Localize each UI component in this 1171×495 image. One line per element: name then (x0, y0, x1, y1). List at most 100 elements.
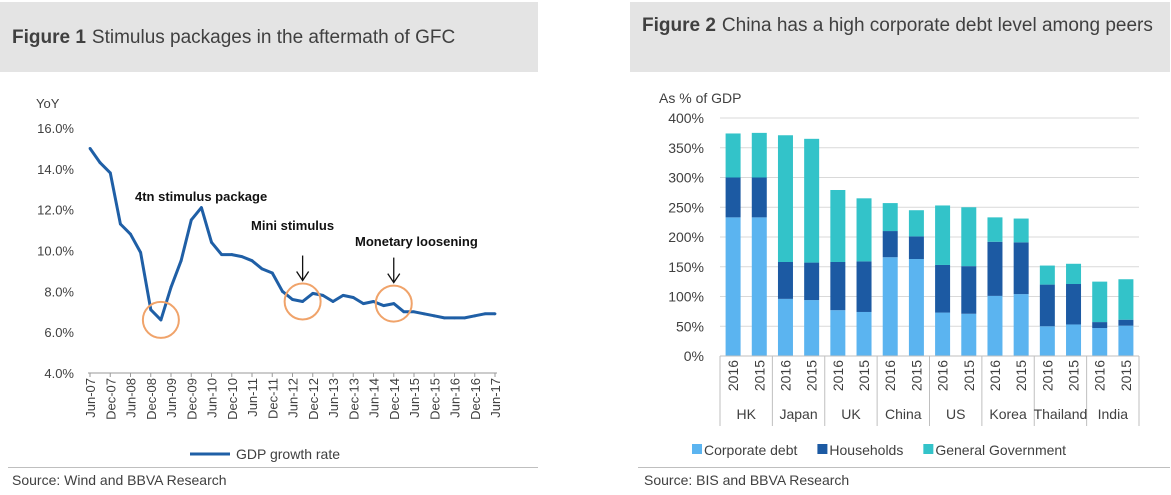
x-tick-label: 2016 (987, 360, 1003, 391)
y-tick-label: 12.0% (37, 203, 74, 218)
figure2-header: Figure 2 China has a high corporate debt … (630, 2, 1170, 72)
bar-corporate-debt (777, 298, 793, 356)
data-point (98, 161, 102, 165)
x-tick-label: Jun-08 (124, 378, 139, 418)
group-label: HK (736, 406, 756, 422)
annotation-label: Mini stimulus (251, 218, 334, 233)
x-tick-label: 2016 (777, 360, 793, 391)
x-tick-label: 2015 (908, 360, 924, 391)
bar-general-government (830, 189, 846, 262)
x-tick-label: 2015 (751, 360, 767, 391)
x-tick-label: Dec-15 (427, 378, 442, 420)
bar-corporate-debt (751, 217, 767, 356)
group-label: US (946, 406, 965, 422)
y-axis-label: As % of GDP (659, 90, 741, 106)
bar-households (908, 236, 924, 260)
data-point (149, 308, 153, 312)
x-tick-label: 2016 (725, 360, 741, 391)
x-tick-label: 2016 (1092, 360, 1108, 391)
data-point (442, 316, 446, 320)
y-tick-label: 100% (668, 289, 704, 305)
data-point (432, 314, 436, 318)
y-tick-label: 6.0% (44, 325, 74, 340)
data-point (311, 291, 315, 295)
bar-general-government (1092, 281, 1108, 323)
data-point (88, 147, 92, 150)
legend-swatch (923, 444, 934, 454)
data-point (392, 302, 396, 305)
x-tick-label: Jun-16 (448, 378, 463, 418)
x-tick-label: 2016 (935, 360, 951, 391)
bar-corporate-debt (1066, 324, 1082, 356)
bar-general-government (856, 198, 872, 262)
x-tick-label: Dec-13 (346, 378, 361, 420)
x-tick-label: Jun-12 (286, 378, 301, 418)
group-label: UK (841, 406, 861, 422)
y-tick-label: 0% (684, 348, 704, 364)
y-tick-label: 200% (668, 229, 704, 245)
data-point (321, 294, 325, 297)
data-point (453, 316, 456, 320)
bar-general-government (751, 132, 767, 178)
bar-general-government (1066, 263, 1082, 285)
group-label: Thailand (1034, 406, 1088, 422)
bar-households (935, 264, 951, 313)
x-tick-label: Jun-11 (245, 378, 260, 417)
annotation-circle (283, 282, 322, 321)
bar-general-government (1118, 279, 1134, 320)
y-tick-label: 150% (668, 259, 704, 275)
bar-corporate-debt (830, 310, 846, 356)
bar-households (1092, 322, 1108, 329)
data-point (382, 304, 386, 308)
x-tick-label: 2016 (830, 360, 846, 391)
y-tick-label: 8.0% (44, 284, 74, 299)
data-point (361, 302, 365, 305)
bar-households (882, 231, 898, 258)
y-tick-label: 14.0% (37, 162, 74, 177)
group-label: China (885, 406, 922, 422)
figure1-source: Source: Wind and BBVA Research (12, 472, 227, 488)
figure1-header: Figure 1 Stimulus packages in the afterma… (0, 2, 538, 72)
bar-households (830, 261, 846, 311)
figure2-source: Source: BIS and BBVA Research (644, 472, 850, 488)
bar-households (1013, 242, 1029, 295)
x-tick-label: Dec-10 (225, 378, 240, 420)
y-tick-label: 300% (668, 170, 704, 186)
x-tick-label: Jun-09 (164, 378, 179, 418)
x-tick-label: 2015 (856, 360, 872, 391)
x-tick-label: Dec-14 (387, 378, 402, 420)
figure2-title: China has a high corporate debt level am… (721, 15, 1153, 36)
legend-label: Households (829, 442, 903, 458)
bar-general-government (1013, 218, 1029, 243)
bar-corporate-debt (1118, 325, 1134, 356)
y-tick-label: 10.0% (37, 244, 74, 259)
annotation-arrowhead (387, 273, 401, 284)
bar-households (987, 241, 1003, 296)
bar-corporate-debt (856, 311, 872, 356)
y-tick-label: 400% (668, 110, 704, 126)
data-point (199, 206, 203, 210)
bar-general-government (908, 210, 924, 237)
bar-households (804, 262, 820, 301)
legend-label: GDP growth rate (236, 446, 340, 462)
bar-corporate-debt (725, 217, 741, 356)
x-tick-label: 2015 (961, 360, 977, 391)
bar-corporate-debt (908, 259, 924, 356)
x-tick-label: 2016 (1039, 360, 1055, 391)
x-tick-label: Jun-10 (205, 378, 220, 418)
data-point (108, 171, 112, 175)
annotation-circle (374, 284, 413, 323)
bar-general-government (1039, 265, 1055, 285)
annotation-arrowhead (296, 271, 310, 282)
bar-corporate-debt (1092, 328, 1108, 356)
annotation-circle (141, 300, 180, 339)
y-tick-label: 250% (668, 199, 704, 215)
data-point (270, 271, 274, 275)
legend-swatch (817, 444, 828, 454)
x-tick-label: 2015 (1118, 360, 1134, 391)
bar-corporate-debt (961, 313, 977, 356)
x-tick-label: 2015 (1013, 360, 1029, 391)
bar-corporate-debt (1039, 326, 1055, 356)
figure2-stacked-bar-chart: As % of GDP 0% 50% 100% 150% 200% 250% 300% 350%… (659, 90, 1140, 458)
x-tick-label: Dec-09 (184, 378, 199, 420)
